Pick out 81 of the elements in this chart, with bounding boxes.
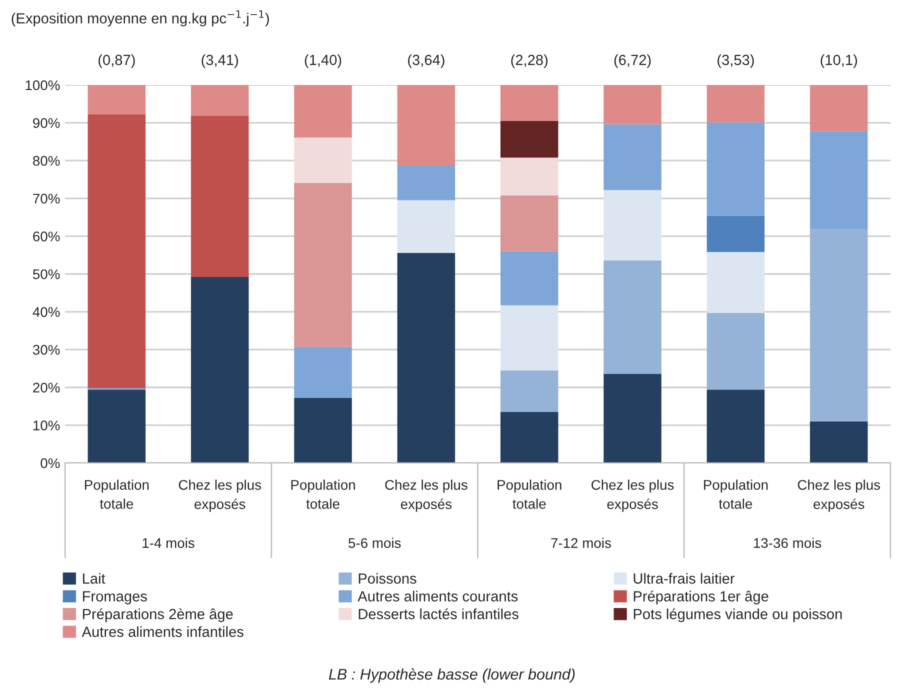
text: LB : Hypothèse basse (lower bound) [328,668,575,683]
legend-label: Desserts lactés infantiles [358,608,518,620]
bar [500,305,558,370]
x-tick-label: Chez les plus exposés [592,480,674,512]
bar [88,390,146,463]
legend-label: Ultra-frais laitier [634,573,735,584]
bar [706,252,765,313]
x-tick-label: Population totale [498,480,562,509]
bar [190,116,249,278]
bar [604,84,662,124]
y-tick-label: 30% [32,344,60,355]
bar [397,200,456,253]
bar [88,114,146,388]
text: 7-12 mois [551,538,611,548]
bar [500,370,558,412]
bar [397,252,456,463]
legend-label: Autres aliments courants [358,590,518,602]
bar [500,158,558,196]
text: (3,53) [718,54,754,68]
legend-label: Pots légumes viande ou poisson [634,608,842,622]
bar [706,216,765,252]
legend-label: Fromages [83,591,147,604]
text: 5-6 mois [348,538,401,548]
y-tick-label: 90% [33,118,60,128]
bar [604,260,662,374]
legend-label: Préparations 2ème âge [83,608,233,622]
text: 1-4 mois [142,538,194,548]
bar [397,166,456,200]
bar [500,84,558,121]
y-tick-label: 50% [32,269,60,280]
legend-label: Autres aliments infantiles [82,626,244,637]
y-tick-label: 20% [33,382,60,393]
bar [706,122,765,216]
bar [294,398,352,463]
chart-title: (Exposition moyenne en ng.kg pc$^{−1}$.j$^{−1}$) [12,10,269,26]
text: (10,1) [820,54,857,68]
bar [294,182,352,347]
bar [294,138,352,183]
legend-label: Préparations 1er âge [634,590,768,604]
bar [810,131,868,230]
x-tick-label: Chez les plus exposés [798,480,880,512]
bar [500,120,558,158]
text: (0,87) [98,54,135,68]
bar [190,84,249,116]
legend-label: Poissons [358,573,416,584]
y-tick-label: 0% [40,458,60,468]
text: (1,40) [304,54,342,68]
text: (3,64) [408,54,444,68]
bar [294,84,352,138]
bar [810,421,868,463]
bar [88,84,146,114]
y-tick-label: 10% [33,420,60,430]
text: (6,72) [614,54,651,68]
bar [810,229,868,422]
bar [500,251,558,306]
y-tick-label: 70% [33,194,60,204]
bar [604,190,662,260]
y-tick-label: 60% [33,232,60,242]
bar [190,277,249,463]
text: 13-36 mois [754,538,822,548]
x-tick-label: Chez les plus exposés [178,480,262,512]
bar [810,84,868,132]
text: (2,28) [511,54,548,68]
y-tick-label: 100% [26,80,60,90]
bar [500,195,558,252]
x-tick-label: Chez les plus exposés [385,480,468,512]
legend-label: Lait [83,573,106,584]
y-tick-label: 80% [33,156,60,166]
text: (3,41) [202,54,238,68]
bar [397,84,456,166]
x-tick-label: Population totale [704,480,768,509]
bar [706,312,765,390]
x-tick-label: Population totale [84,480,149,509]
bar [604,124,662,190]
bar [604,374,662,463]
bar [500,412,558,463]
bar [706,390,765,463]
bar [706,84,765,122]
x-tick-label: Population totale [291,480,355,509]
bar [294,346,352,398]
y-tick-label: 40% [32,307,60,317]
